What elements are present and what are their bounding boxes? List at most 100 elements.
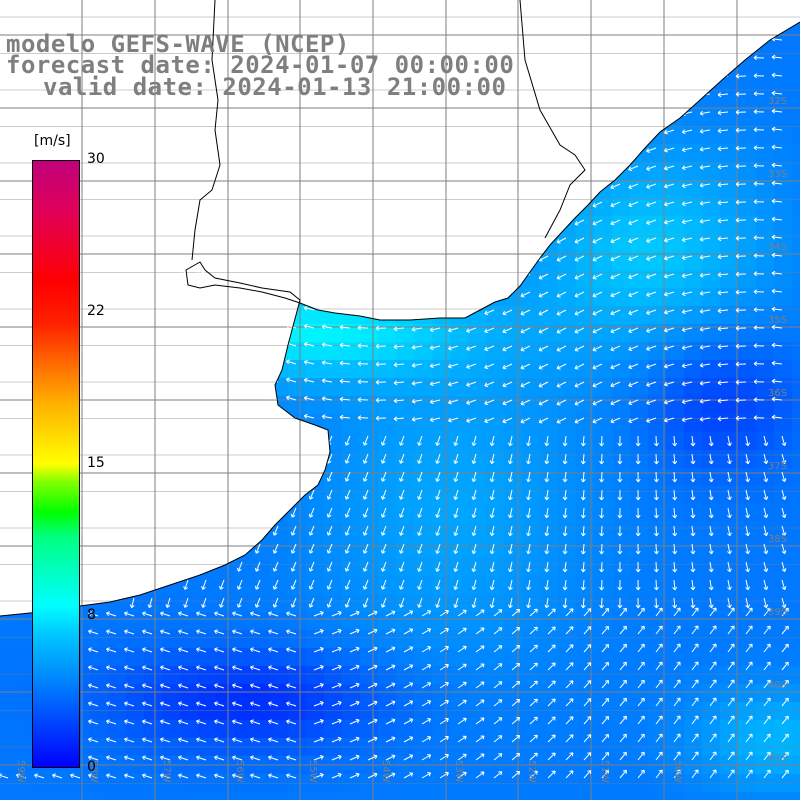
speed-cell	[378, 504, 396, 522]
speed-cell	[792, 288, 800, 306]
speed-cell	[252, 558, 270, 576]
speed-cell	[702, 288, 720, 306]
wind-arrow	[583, 770, 592, 779]
speed-cell	[180, 702, 198, 720]
wind-arrow	[471, 435, 477, 447]
wind-arrow	[664, 381, 675, 387]
wind-arrow	[232, 773, 243, 779]
speed-cell	[648, 540, 666, 558]
speed-cell	[414, 558, 432, 576]
wind-arrow	[583, 662, 592, 671]
wind-arrow	[321, 396, 333, 402]
speed-cell	[648, 576, 666, 594]
speed-cell	[378, 396, 396, 414]
wind-arrow	[681, 291, 693, 297]
wind-arrow	[753, 163, 765, 169]
wind-arrow	[321, 324, 333, 330]
speed-cell	[414, 666, 432, 684]
speed-cell	[684, 414, 702, 432]
speed-cell	[612, 792, 630, 800]
speed-cell	[414, 684, 432, 702]
wind-arrow	[507, 507, 513, 519]
wind-arrow	[646, 237, 657, 243]
wind-arrow	[599, 453, 605, 465]
speed-cell	[306, 594, 324, 612]
wind-arrow	[142, 719, 153, 725]
wind-arrow	[380, 543, 387, 554]
wind-arrow	[507, 597, 513, 609]
wind-arrow	[727, 607, 735, 617]
land-mask	[0, 0, 800, 616]
wind-arrow	[385, 664, 396, 671]
speed-cell	[234, 684, 252, 702]
wind-arrow	[580, 525, 586, 537]
speed-cell	[720, 270, 738, 288]
wind-arrow	[763, 607, 771, 617]
speed-cell	[540, 360, 558, 378]
speed-cell	[486, 648, 504, 666]
speed-cell	[486, 468, 504, 486]
speed-cell	[702, 666, 720, 684]
wind-arrow	[601, 643, 610, 653]
wind-arrow	[196, 268, 207, 275]
wind-arrow	[344, 597, 351, 608]
speed-cell	[126, 774, 144, 792]
wind-arrow	[511, 644, 521, 653]
lon-label: 56W	[234, 760, 245, 783]
speed-cell	[594, 486, 612, 504]
speed-cell	[666, 792, 684, 800]
wind-arrow	[628, 363, 639, 370]
wind-arrow	[529, 644, 538, 653]
speed-cell	[126, 594, 144, 612]
wind-arrow	[511, 608, 521, 617]
wind-arrow	[286, 629, 297, 635]
wind-arrow	[417, 597, 423, 608]
wind-arrow	[610, 219, 621, 226]
speed-cell	[324, 684, 342, 702]
speed-cell	[540, 306, 558, 324]
speed-cell	[738, 612, 756, 630]
wind-arrow	[435, 435, 441, 446]
wind-arrow	[507, 489, 513, 501]
wind-arrow	[562, 543, 568, 555]
speed-cell	[198, 792, 216, 800]
speed-cell	[342, 630, 360, 648]
speed-cell	[738, 648, 756, 666]
speed-cell	[648, 504, 666, 522]
wind-arrow	[380, 525, 387, 536]
speed-cell	[648, 180, 666, 198]
wind-arrow	[254, 561, 261, 572]
wind-arrow	[232, 755, 243, 761]
wind-arrow	[339, 414, 351, 420]
speed-cell	[468, 594, 486, 612]
speed-cell	[612, 432, 630, 450]
speed-cell	[324, 540, 342, 558]
wind-arrow	[286, 665, 297, 671]
wind-arrow	[538, 417, 549, 424]
wind-arrow	[429, 399, 441, 405]
wind-arrow	[637, 679, 645, 689]
wind-arrow	[708, 435, 714, 447]
speed-cell	[18, 648, 36, 666]
speed-cell	[792, 378, 800, 396]
wind-arrow	[771, 108, 783, 114]
speed-cell	[468, 612, 486, 630]
wind-arrow	[457, 663, 467, 671]
wind-arrow	[526, 543, 532, 555]
speed-cell	[792, 234, 800, 252]
speed-cell	[504, 504, 522, 522]
wind-arrow	[583, 698, 592, 707]
wind-arrow	[653, 525, 659, 537]
wind-arrow	[493, 681, 503, 689]
wind-arrow	[439, 663, 449, 671]
wind-arrow	[326, 561, 333, 572]
speed-cell	[522, 558, 540, 576]
wind-arrow	[308, 525, 315, 536]
wind-arrow	[646, 345, 657, 351]
speed-cell	[432, 666, 450, 684]
wind-arrow	[610, 381, 621, 388]
speed-cell	[738, 378, 756, 396]
speed-cell	[18, 774, 36, 792]
speed-cell	[630, 396, 648, 414]
speed-cell	[612, 450, 630, 468]
